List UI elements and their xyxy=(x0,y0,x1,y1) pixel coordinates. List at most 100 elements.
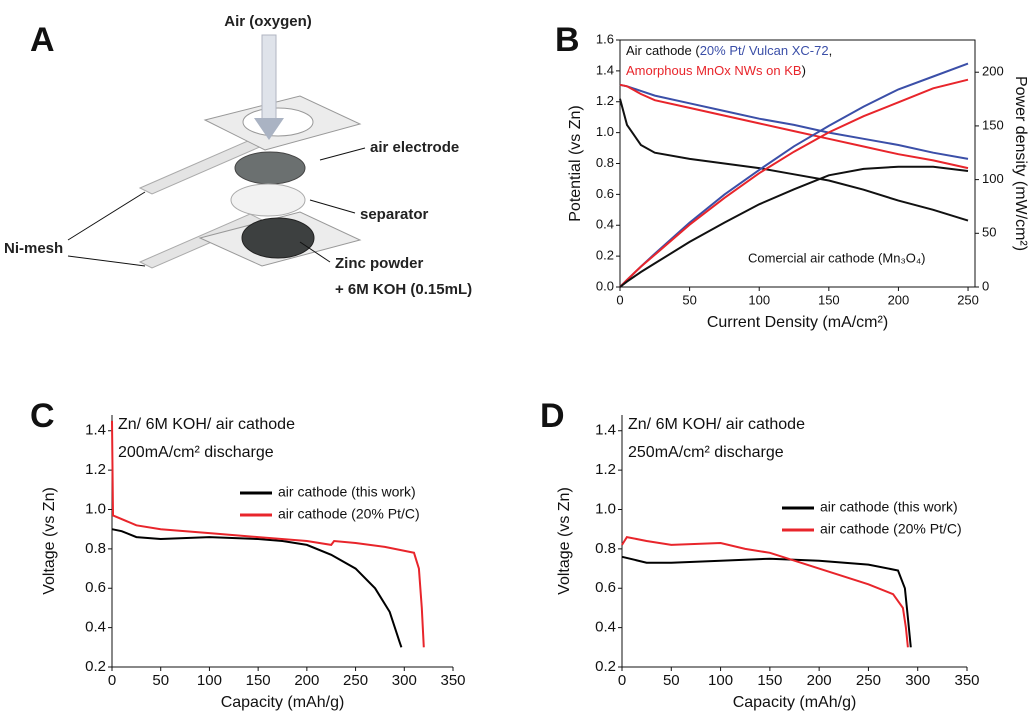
air-electrode xyxy=(234,151,306,185)
x-tick-label: 0 xyxy=(618,672,626,689)
annotation: 200mA/cm² discharge xyxy=(118,444,274,461)
x-tick-label: 350 xyxy=(440,672,465,689)
separator-disc xyxy=(230,183,306,217)
x-axis-label: Current Density (mA/cm²) xyxy=(707,314,888,331)
x-tick-label: 50 xyxy=(663,672,680,689)
legend: Amorphous MnOx NWs on KB) xyxy=(626,63,806,78)
y-tick-label: 1.2 xyxy=(596,93,614,108)
data-line xyxy=(619,165,969,288)
diagram-label: Ni-mesh xyxy=(4,240,63,257)
pointer xyxy=(309,199,356,214)
x-axis-label: Capacity (mAh/g) xyxy=(733,694,857,711)
diagram-label: Zinc powder xyxy=(335,255,424,272)
legend-text: ) xyxy=(802,63,806,78)
legend-text: Air cathode ( xyxy=(626,43,700,58)
y2-tick-label: 150 xyxy=(982,117,1004,132)
x-tick-label: 200 xyxy=(888,292,910,307)
panel-label: C xyxy=(30,397,55,435)
y-tick-label: 1.2 xyxy=(595,461,616,478)
y-tick-label: 1.0 xyxy=(85,500,106,517)
x-tick-label: 250 xyxy=(957,292,979,307)
diagram: A Air (oxygen) air electrode separator N… xyxy=(4,13,472,298)
data-line xyxy=(621,535,909,648)
panel-label: B xyxy=(555,21,580,59)
air-arrow-shaft xyxy=(261,34,277,121)
diagram-label: Air (oxygen) xyxy=(224,13,312,30)
x-tick-label: 250 xyxy=(856,672,881,689)
panel-label: A xyxy=(30,21,55,59)
annotation: 250mA/cm² discharge xyxy=(628,444,784,461)
y2-tick-label: 0 xyxy=(982,278,989,293)
legend-entry: Amorphous MnOx NWs on KB xyxy=(626,63,802,78)
air-arrow-head xyxy=(254,118,284,140)
legend-entry: 20% Pt/ Vulcan XC-72 xyxy=(700,43,829,58)
data-line xyxy=(111,420,425,648)
x-tick-label: 200 xyxy=(294,672,319,689)
legend-entry: air cathode (20% Pt/C) xyxy=(278,506,420,522)
x-tick-label: 350 xyxy=(954,672,979,689)
pointer xyxy=(67,191,146,241)
data-line xyxy=(111,528,403,648)
x-tick-label: 50 xyxy=(152,672,169,689)
x-tick-label: 300 xyxy=(392,672,417,689)
y-tick-label: 0.4 xyxy=(595,619,616,636)
x-tick-label: 300 xyxy=(905,672,930,689)
y2-tick-label: 200 xyxy=(982,64,1004,79)
diagram-label: air electrode xyxy=(370,139,459,156)
x-tick-label: 100 xyxy=(708,672,733,689)
y-tick-label: 0.4 xyxy=(85,619,106,636)
y-tick-label: 1.0 xyxy=(596,124,614,139)
y-axis-label: Voltage (vs Zn) xyxy=(41,487,58,595)
data-line xyxy=(619,98,969,222)
y-axis-label: Potential (vs Zn) xyxy=(567,105,584,221)
x-tick-label: 250 xyxy=(343,672,368,689)
y-tick-label: 0.0 xyxy=(596,278,614,293)
y-tick-label: 1.0 xyxy=(595,500,616,517)
y-tick-label: 1.4 xyxy=(596,62,614,77)
x-axis-label: Capacity (mAh/g) xyxy=(221,694,345,711)
y-tick-label: 1.2 xyxy=(85,461,106,478)
y2-axis-label: Power density (mW/cm²) xyxy=(1012,76,1029,251)
y-tick-label: 1.4 xyxy=(595,422,616,439)
annotation: Zn/ 6M KOH/ air cathode xyxy=(118,416,295,433)
y-tick-label: 0.8 xyxy=(596,155,614,170)
legend-entry: air cathode (this work) xyxy=(820,499,958,515)
y-tick-label: 0.8 xyxy=(595,540,616,557)
y-tick-label: 0.4 xyxy=(596,217,614,232)
x-tick-label: 100 xyxy=(748,292,770,307)
pointer xyxy=(299,241,331,263)
y-axis-label: Voltage (vs Zn) xyxy=(556,487,573,595)
x-tick-label: 0 xyxy=(108,672,116,689)
annotation: Zn/ 6M KOH/ air cathode xyxy=(628,416,805,433)
legend-entry: air cathode (this work) xyxy=(278,484,416,500)
x-tick-label: 150 xyxy=(246,672,271,689)
panel-label: D xyxy=(540,397,565,435)
x-tick-label: 200 xyxy=(807,672,832,689)
x-tick-label: 100 xyxy=(197,672,222,689)
zinc-powder xyxy=(241,217,315,259)
y-tick-label: 0.8 xyxy=(85,540,106,557)
y-tick-label: 0.6 xyxy=(595,579,616,596)
diagram-label: separator xyxy=(360,206,429,223)
y-tick-label: 0.6 xyxy=(596,186,614,201)
y-tick-label: 0.2 xyxy=(595,658,616,675)
x-tick-label: 150 xyxy=(818,292,840,307)
y2-tick-label: 100 xyxy=(982,171,1004,186)
x-tick-label: 50 xyxy=(682,292,696,307)
legend-entry: Comercial air cathode (Mn₃O₄) xyxy=(748,250,926,265)
legend-entry: air cathode (20% Pt/C) xyxy=(820,521,962,537)
pointer xyxy=(319,147,366,161)
y-tick-label: 0.6 xyxy=(85,579,106,596)
y-tick-label: 1.4 xyxy=(85,422,106,439)
data-line xyxy=(619,83,969,160)
data-line xyxy=(619,78,969,288)
pointer xyxy=(67,255,146,267)
data-line xyxy=(621,555,912,648)
x-tick-label: 0 xyxy=(616,292,623,307)
data-line xyxy=(619,83,969,170)
diagram-label: + 6M KOH (0.15mL) xyxy=(335,281,472,298)
x-tick-label: 150 xyxy=(757,672,782,689)
y-tick-label: 0.2 xyxy=(85,658,106,675)
